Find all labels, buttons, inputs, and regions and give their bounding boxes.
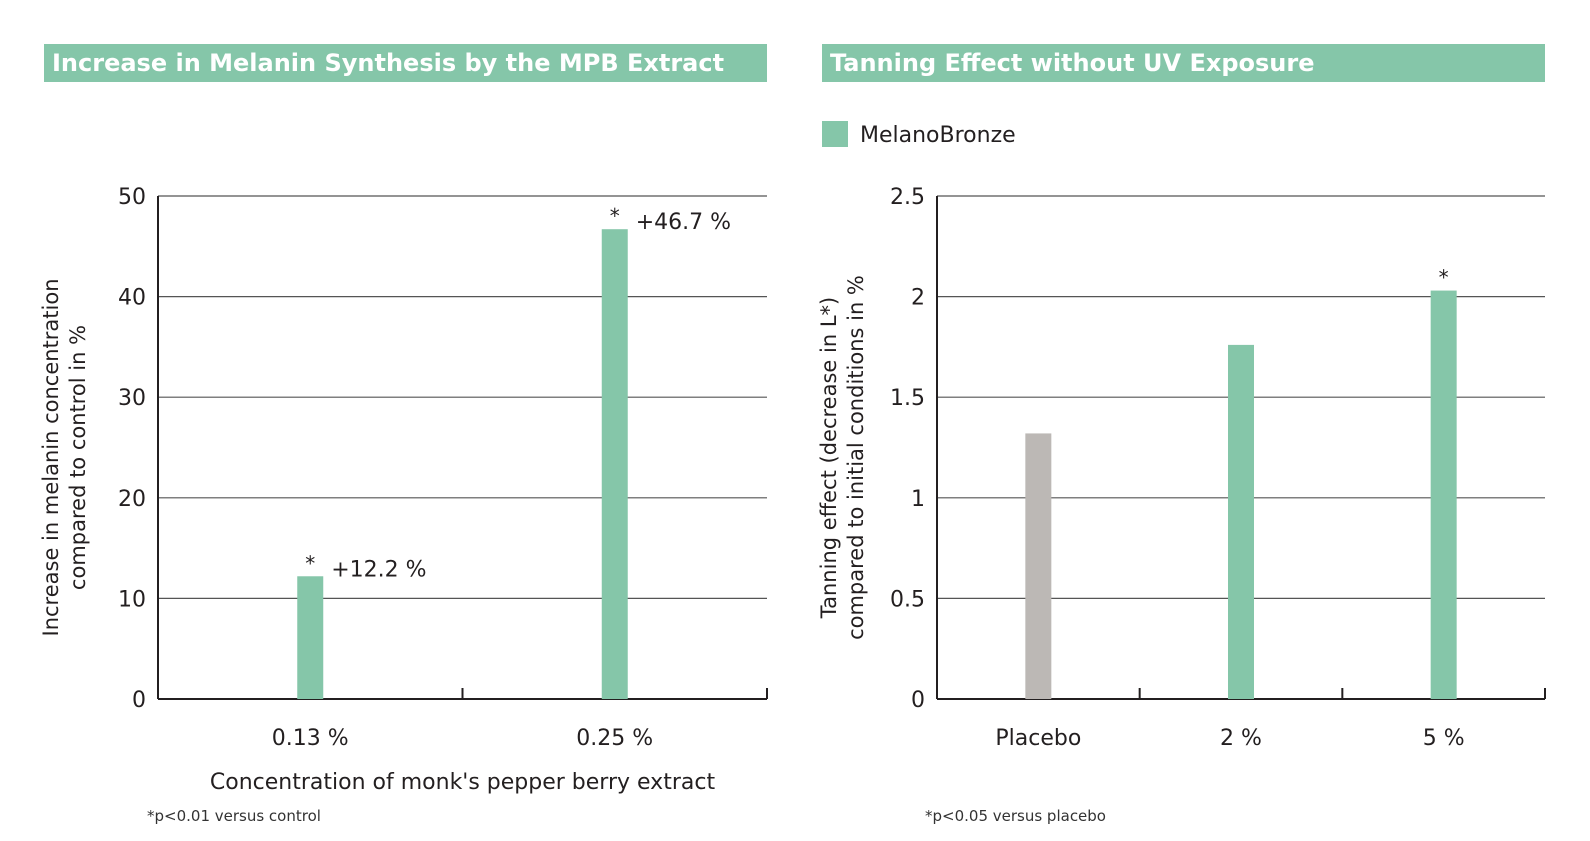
left-data-label: +46.7 % [636,210,731,235]
right-x-tick-label: Placebo [995,726,1081,751]
footnote-right: *p<0.05 versus placebo [925,807,1106,825]
left-x-tick-label: 0.25 % [576,726,653,751]
left-y-axis-label: compared to control in % [66,325,90,590]
left-y-tick-label: 0 [132,688,146,713]
legend-label: MelanoBronze [860,123,1016,148]
left-x-tick-label: 0.13 % [272,726,349,751]
right-bar [1430,290,1457,699]
right-y-tick-label: 1 [911,487,925,512]
legend-swatch [822,121,848,147]
left-y-tick-label: 50 [118,185,146,210]
right-x-tick-label: 5 % [1423,726,1465,751]
right-significance-marker: * [1439,266,1449,290]
left-y-tick-label: 30 [118,386,146,411]
left-x-axis-label: Concentration of monk's pepper berry ext… [210,770,716,795]
left-data-label: +12.2 % [331,557,426,582]
right-x-tick-label: 2 % [1220,726,1262,751]
chart-title-left: Increase in Melanin Synthesis by the MPB… [44,44,767,82]
right-y-tick-label: 0.5 [890,587,925,612]
left-y-tick-label: 20 [118,487,146,512]
right-y-axis-label: compared to initial conditions in % [844,275,868,640]
right-y-tick-label: 2 [911,286,925,311]
left-y-axis-label: Increase in melanin concentration [39,278,63,636]
right-bar [1228,344,1254,699]
left-bar [601,229,628,699]
right-y-tick-label: 2.5 [890,185,925,210]
left-significance-marker: * [305,551,315,575]
footnote-left: *p<0.01 versus control [147,807,321,825]
left-significance-marker: * [610,204,620,228]
left-y-tick-label: 10 [118,587,146,612]
left-y-tick-label: 40 [118,286,146,311]
left-bar [297,576,324,699]
right-bar [1025,433,1052,699]
right-y-tick-label: 1.5 [890,386,925,411]
right-y-tick-label: 0 [911,688,925,713]
chart-title-right: Tanning Effect without UV Exposure [822,44,1545,82]
right-y-axis-label: Tanning effect (decrease in L*) [817,297,841,619]
